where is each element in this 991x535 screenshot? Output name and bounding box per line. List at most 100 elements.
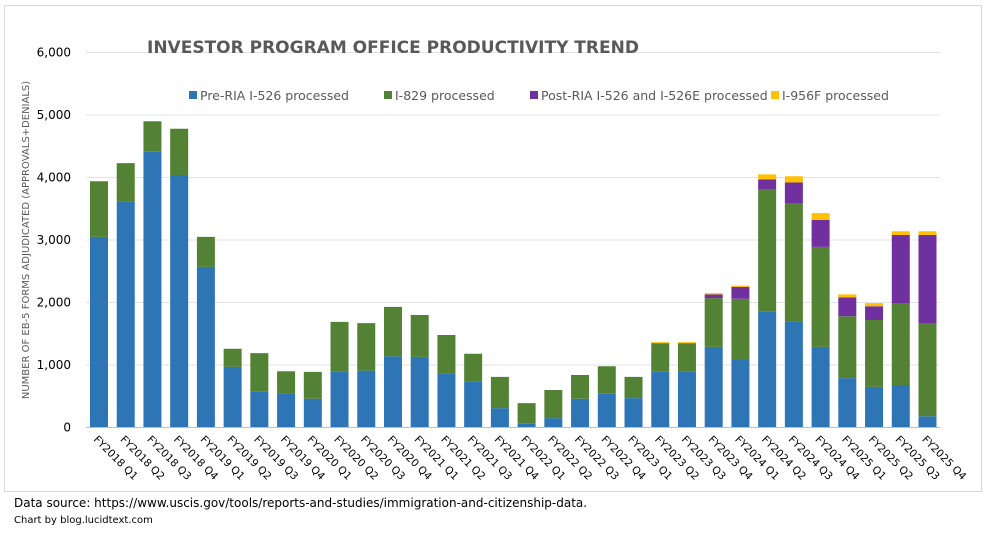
bar-segment-i-829-processed [383,306,402,357]
bar-segment-i-829-processed [143,121,162,152]
bar-segment-i-829-processed [303,371,322,399]
bar-stack [811,213,830,428]
legend-item: Post-RIA I-526 and I-526E processed [530,88,768,103]
legend-swatch [530,91,538,99]
legend-swatch [189,91,197,99]
legend-item: I-956F processed [771,88,889,103]
bar-segment-i-829-processed [758,189,777,312]
chart: 0 1,000 2,000 3,000 4,000 5,000 6,000 NUMBER O… [21,38,969,483]
bar-stack [250,353,269,428]
bar-segment-i-829-processed [624,376,643,399]
bar-segment-pre-ria-i-526-processed [196,266,215,428]
bar-segment-i-829-processed [838,316,857,379]
bar-stack [383,306,402,428]
legend-label: I-956F processed [782,88,889,103]
bar-segment-pre-ria-i-526-processed [250,391,269,428]
bar-stack [223,348,242,428]
bar-segment-post-ria-i-526-and-i-526e-processed [784,182,803,204]
bar-segment-i-829-processed [170,128,189,175]
bar-segment-pre-ria-i-526-processed [677,371,696,428]
bar-stack [838,294,857,428]
bar-segment-i-956f-processed [677,342,696,344]
bar-segment-pre-ria-i-526-processed [116,201,135,428]
bar-segment-pre-ria-i-526-processed [811,346,830,428]
bar-segment-post-ria-i-526-and-i-526e-processed [865,306,884,320]
bar-stack [490,376,509,428]
bar-segment-i-829-processed [410,315,429,357]
y-tick-labels: 0 1,000 2,000 3,000 4,000 5,000 6,000 [37,46,71,435]
bar-segment-pre-ria-i-526-processed [437,373,456,428]
bar-segment-pre-ria-i-526-processed [303,398,322,428]
y-tick-label: 0 [63,421,71,435]
bar-segment-pre-ria-i-526-processed [597,393,616,428]
bar-segment-i-829-processed [277,371,296,394]
bar-stack [704,293,723,428]
bar-stack [624,376,643,428]
bar-segment-i-829-processed [223,348,242,367]
legend-swatch [384,91,392,99]
bar-segment-pre-ria-i-526-processed [223,366,242,428]
bars [90,121,937,428]
bar-stack [758,174,777,428]
bar-segment-i-829-processed [116,163,135,202]
bar-stack [597,366,616,428]
bar-stack [677,342,696,428]
chart-credit: Chart by blog.lucidtext.com [14,515,153,526]
bar-segment-i-829-processed [651,343,670,372]
bar-stack [651,342,670,428]
bar-segment-i-956f-processed [731,285,750,287]
bar-segment-i-956f-processed [865,303,884,307]
bar-segment-pre-ria-i-526-processed [143,151,162,428]
bar-stack [865,303,884,428]
bar-stack [731,285,750,428]
bar-stack [918,231,937,428]
bar-stack [544,390,563,428]
bar-stack [116,163,135,428]
bar-stack [437,335,456,428]
y-tick-label: 2,000 [37,296,71,310]
bar-segment-post-ria-i-526-and-i-526e-processed [838,297,857,317]
bar-segment-i-829-processed [811,246,830,347]
bar-segment-i-829-processed [544,390,563,419]
bar-segment-i-829-processed [865,320,884,387]
bar-segment-pre-ria-i-526-processed [464,381,483,428]
y-tick-label: 5,000 [37,108,71,122]
chart-title: INVESTOR PROGRAM OFFICE PRODUCTIVITY TRE… [147,38,639,58]
legend-label: I-829 processed [395,88,495,103]
bar-segment-pre-ria-i-526-processed [758,311,777,428]
bar-segment-pre-ria-i-526-processed [490,408,509,428]
bar-segment-pre-ria-i-526-processed [277,393,296,428]
bar-segment-i-956f-processed [784,176,803,183]
bar-segment-post-ria-i-526-and-i-526e-processed [811,220,830,247]
bar-segment-pre-ria-i-526-processed [170,175,189,428]
legend-swatch [771,91,779,99]
bar-stack [464,353,483,428]
bar-segment-i-829-processed [677,343,696,372]
bar-stack [357,323,376,428]
legend: Pre-RIA I-526 processed I-829 processed Po… [189,88,889,103]
bar-segment-i-829-processed [196,236,215,267]
y-axis-label: NUMBER OF EB-5 FORMS ADJUDICATED (APPROV… [21,81,32,399]
bar-stack [330,321,349,428]
bar-segment-i-956f-processed [891,231,910,235]
bar-segment-i-829-processed [464,353,483,382]
bar-segment-post-ria-i-526-and-i-526e-processed [918,235,937,324]
bar-segment-pre-ria-i-526-processed [357,370,376,428]
bar-segment-pre-ria-i-526-processed [517,423,536,428]
bar-segment-pre-ria-i-526-processed [838,378,857,428]
data-source-note: Data source: https://www.uscis.gov/tools… [14,496,588,510]
bar-segment-i-829-processed [357,323,376,371]
bar-segment-post-ria-i-526-and-i-526e-processed [731,286,750,299]
bar-segment-post-ria-i-526-and-i-526e-processed [704,294,723,299]
bar-segment-i-829-processed [918,323,937,417]
bar-segment-i-829-processed [784,203,803,322]
legend-item: Pre-RIA I-526 processed [189,88,349,103]
bar-stack [277,371,296,428]
bar-segment-i-829-processed [330,321,349,372]
bar-stack [571,375,590,428]
y-tick-label: 1,000 [37,358,71,372]
bar-segment-pre-ria-i-526-processed [544,418,563,428]
bar-segment-i-829-processed [250,353,269,392]
bar-segment-i-829-processed [437,335,456,374]
bar-segment-pre-ria-i-526-processed [865,386,884,428]
